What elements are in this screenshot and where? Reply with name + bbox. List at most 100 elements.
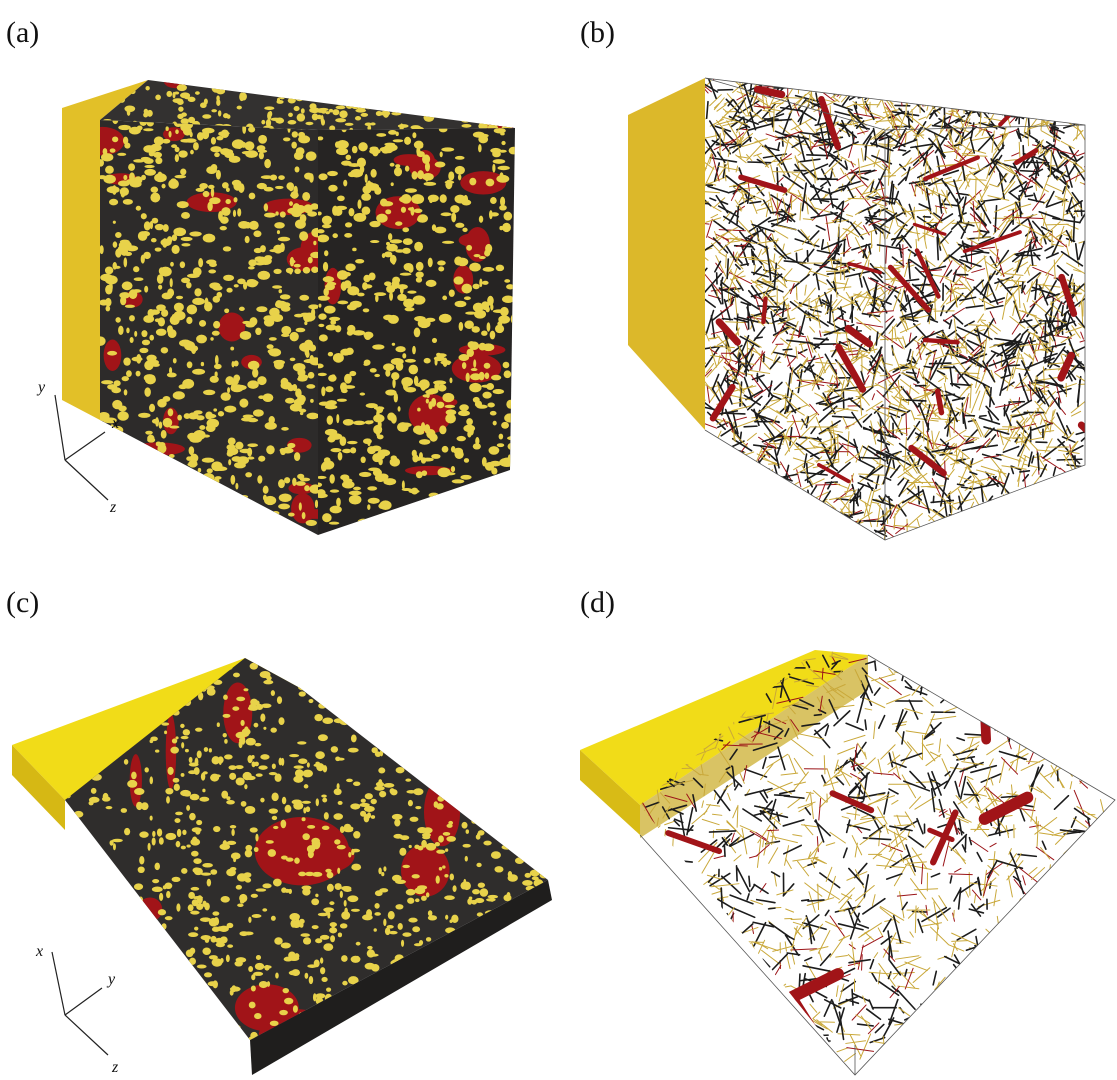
texture — [202, 473, 214, 482]
texture — [710, 528, 712, 542]
texture — [396, 361, 404, 371]
texture — [492, 151, 501, 158]
texture — [1042, 509, 1050, 528]
texture — [426, 280, 437, 287]
texture — [309, 344, 316, 351]
texture — [723, 460, 727, 466]
texture — [300, 214, 307, 223]
texture — [823, 79, 831, 82]
texture — [1026, 493, 1030, 514]
texture — [816, 226, 825, 230]
texture — [1034, 499, 1042, 504]
texture — [861, 395, 870, 405]
texture — [545, 766, 548, 772]
texture — [272, 511, 279, 515]
texture — [455, 301, 467, 307]
texture — [318, 324, 324, 327]
texture — [1079, 235, 1105, 243]
texture — [296, 147, 305, 155]
texture — [903, 336, 906, 347]
texture — [503, 115, 506, 121]
texture — [172, 877, 181, 882]
texture — [433, 524, 438, 528]
texture — [939, 378, 944, 381]
texture — [1075, 119, 1093, 122]
texture — [308, 304, 319, 309]
texture — [365, 793, 373, 799]
texture — [105, 166, 114, 174]
texture — [370, 146, 379, 151]
texture — [246, 528, 250, 535]
texture — [938, 391, 942, 412]
texture — [159, 442, 166, 447]
texture — [1078, 490, 1081, 508]
texture — [1005, 506, 1006, 521]
texture — [237, 278, 245, 284]
texture — [757, 512, 765, 530]
texture — [699, 448, 708, 458]
texture — [285, 398, 295, 404]
texture — [1033, 301, 1052, 317]
texture — [786, 326, 794, 327]
texture — [774, 263, 776, 288]
texture — [478, 882, 485, 887]
texture — [402, 488, 413, 491]
texture — [266, 119, 271, 127]
texture — [371, 815, 375, 819]
texture — [416, 471, 423, 478]
texture — [154, 136, 164, 145]
texture — [747, 433, 756, 440]
texture — [263, 393, 274, 402]
texture — [289, 183, 294, 191]
texture — [211, 137, 216, 145]
texture — [931, 98, 933, 106]
texture — [60, 702, 71, 708]
texture — [226, 508, 238, 516]
texture — [981, 321, 997, 333]
texture — [1023, 55, 1030, 81]
texture — [497, 267, 503, 271]
texture — [1082, 82, 1084, 94]
texture — [112, 136, 118, 142]
texture — [684, 475, 713, 495]
texture — [889, 421, 890, 432]
texture — [758, 250, 761, 257]
texture — [415, 806, 421, 809]
texture — [130, 337, 134, 343]
texture — [796, 253, 797, 261]
texture — [124, 142, 130, 148]
texture — [995, 510, 1000, 534]
texture — [204, 302, 212, 312]
texture — [224, 739, 228, 744]
texture — [461, 124, 471, 128]
texture — [984, 301, 985, 310]
texture — [313, 241, 316, 245]
texture — [990, 184, 998, 187]
texture — [996, 84, 1020, 94]
texture — [445, 180, 452, 190]
texture — [232, 379, 239, 385]
texture — [979, 320, 985, 321]
texture — [482, 392, 491, 399]
texture — [505, 105, 508, 114]
texture — [946, 278, 959, 284]
texture — [958, 484, 964, 485]
texture — [724, 473, 736, 480]
texture — [391, 182, 394, 186]
texture — [483, 1029, 491, 1033]
texture — [163, 396, 171, 402]
texture — [332, 233, 338, 238]
texture — [425, 511, 437, 514]
texture — [343, 180, 347, 187]
texture — [392, 277, 400, 284]
texture — [501, 141, 505, 145]
axis-label: y — [36, 379, 46, 396]
texture — [198, 468, 201, 473]
texture — [415, 383, 427, 387]
texture — [482, 667, 492, 672]
texture — [264, 255, 272, 260]
texture — [784, 288, 793, 298]
texture — [977, 93, 994, 99]
texture — [118, 480, 129, 487]
texture — [284, 477, 290, 483]
